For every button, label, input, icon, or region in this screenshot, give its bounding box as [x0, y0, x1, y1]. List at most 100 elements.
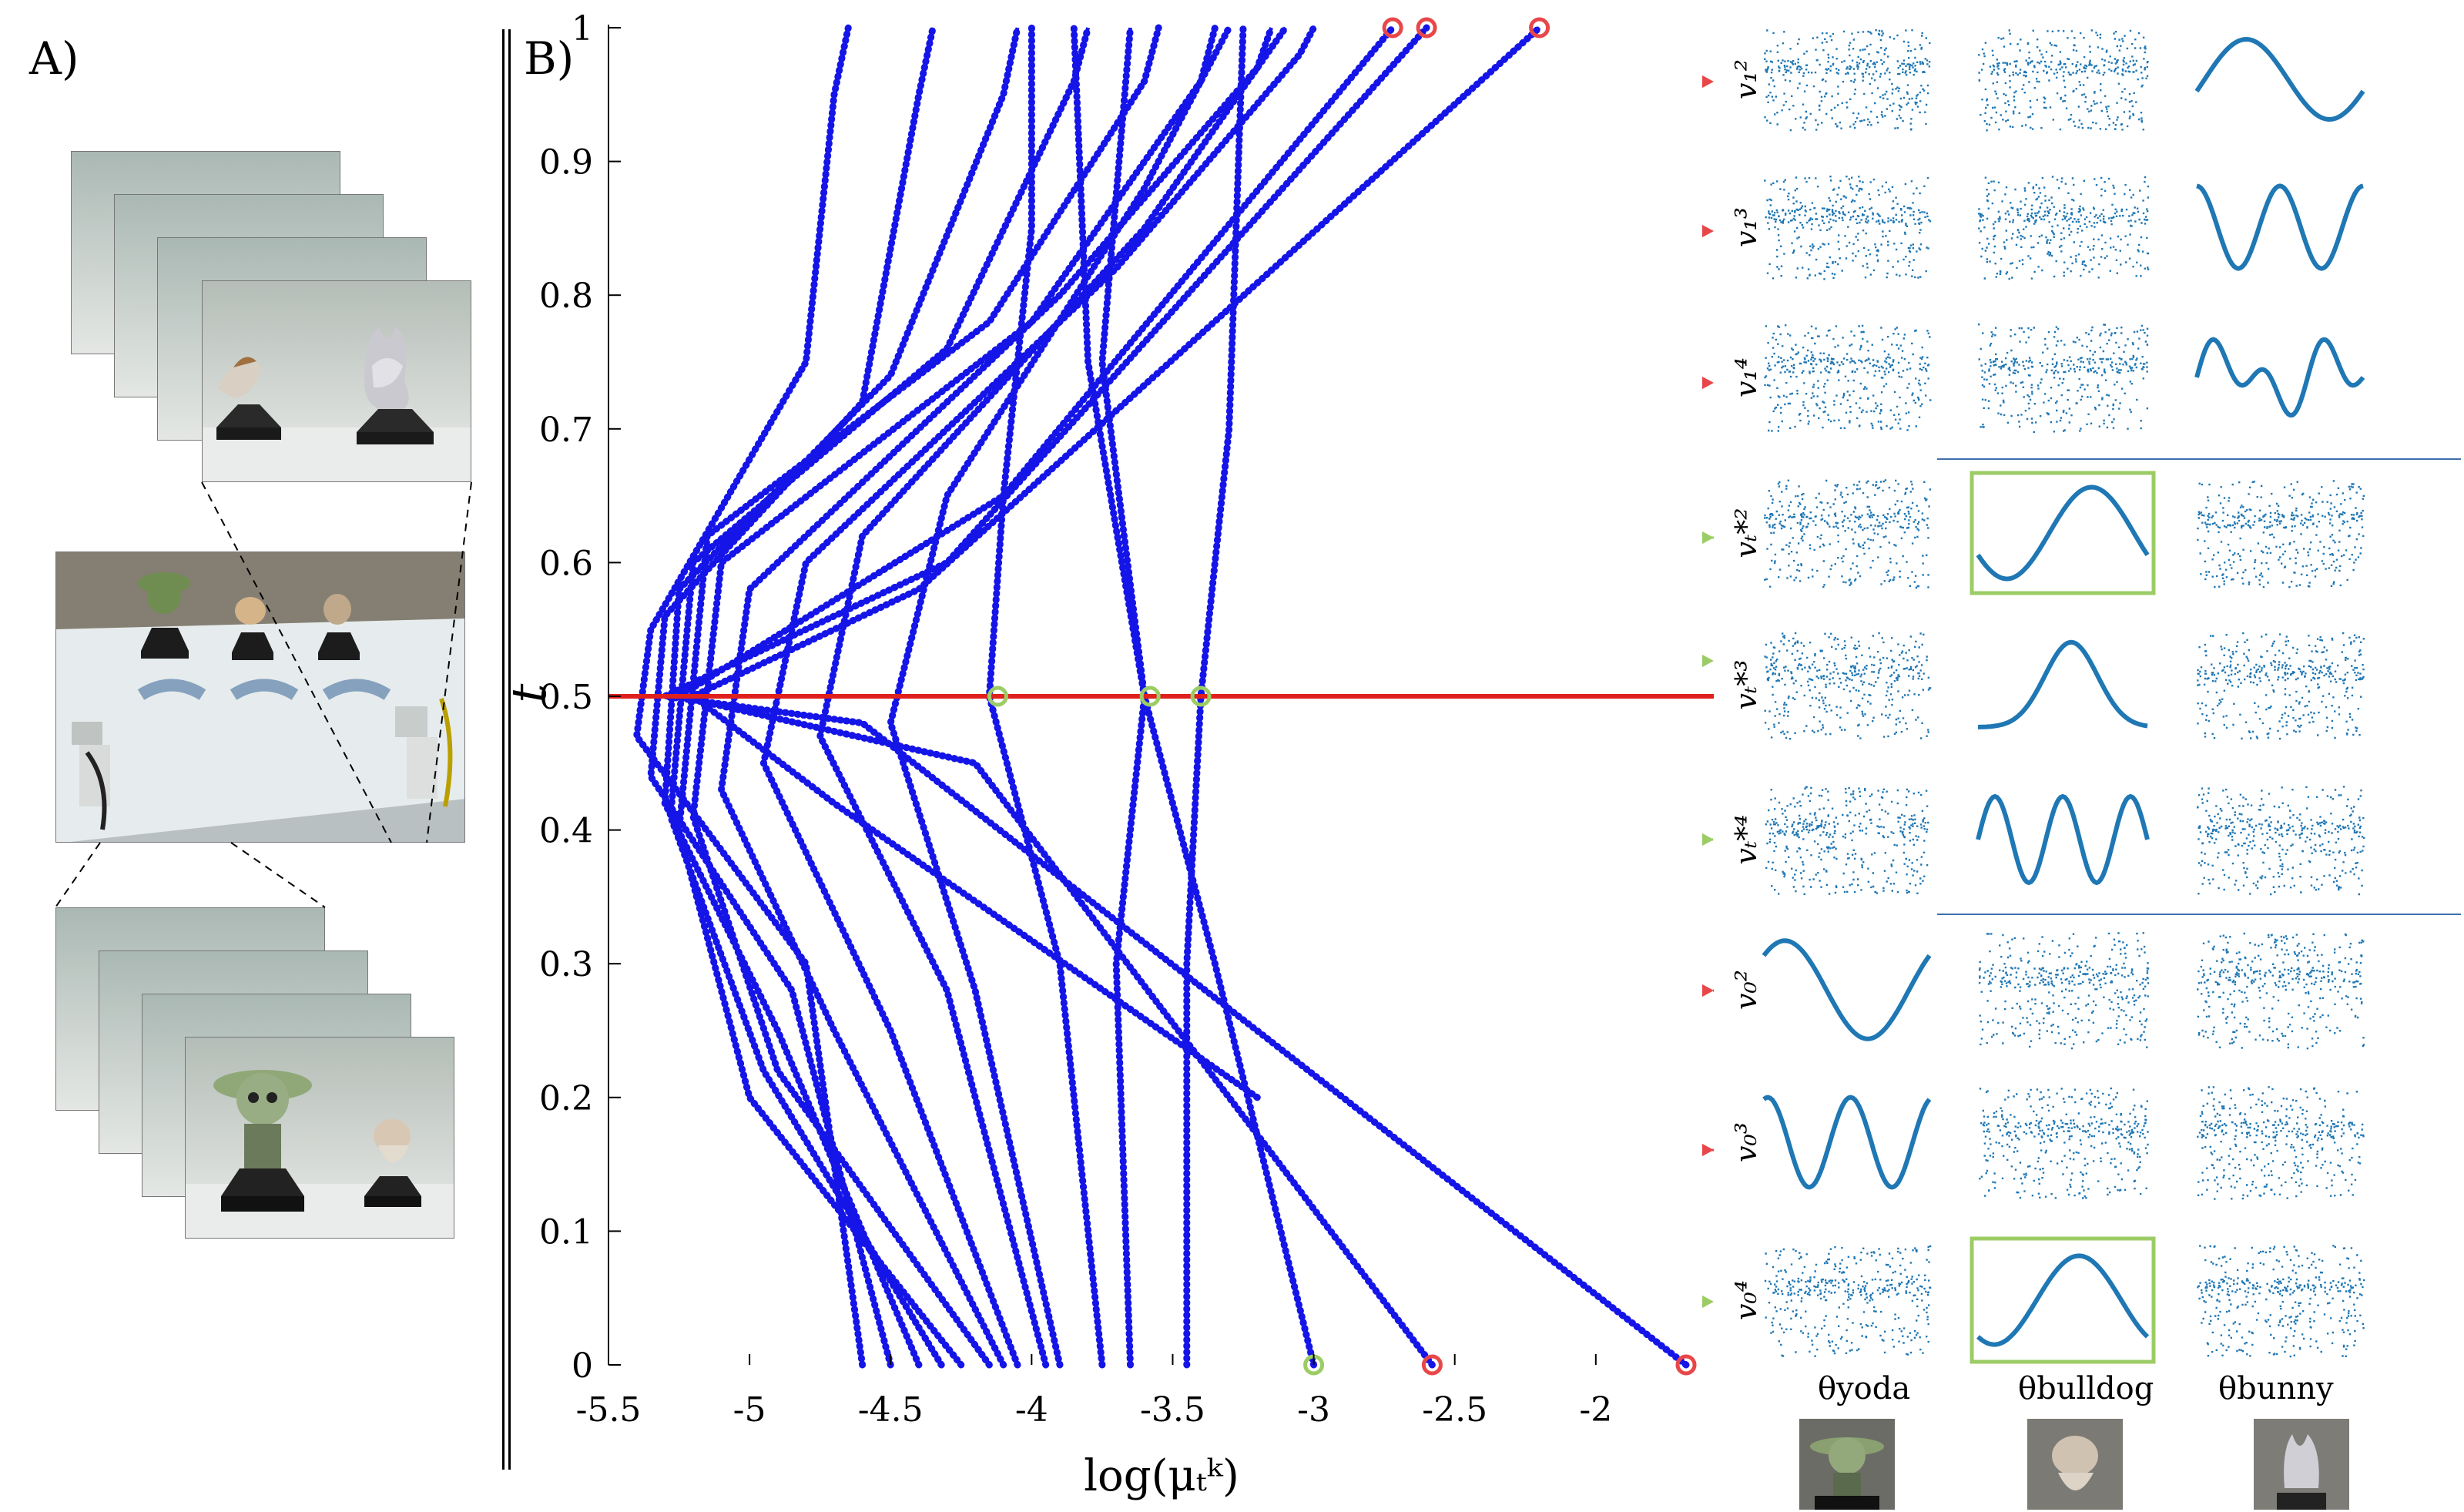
- col-label-bunny: θbunny: [2218, 1371, 2334, 1406]
- arrow-v0-3-head: [1702, 1143, 1714, 1157]
- eig-panel-r5-c2: [2197, 786, 2365, 896]
- eig-scatter: [1764, 1245, 1932, 1357]
- eig-panel-r0-c1: [1978, 29, 2149, 132]
- eig-panel-r3-c1: [1970, 471, 2156, 595]
- row-label-1: v₁³: [1729, 207, 1763, 247]
- yoda-thumbnail: [1799, 1419, 1895, 1510]
- overview-scene: [56, 552, 464, 842]
- y-tick-label: 0.6: [539, 544, 593, 583]
- y-tick-label: 1: [572, 9, 593, 49]
- eig-scatter: [1978, 932, 2150, 1050]
- y-tick-label: 0.8: [539, 277, 593, 316]
- eig-panel-r7-c0: [1762, 1095, 1932, 1190]
- series-core-k11: [987, 28, 1105, 1366]
- arrow-v1-3-head: [1702, 224, 1714, 238]
- series-core-k9: [818, 26, 1288, 1366]
- eig-scatter: [1764, 29, 1931, 132]
- eig-panel-r5-c1: [1976, 793, 2150, 886]
- arrow-vt-3-head: [1702, 654, 1714, 668]
- x-axis-label: log(μₜᵏ): [1084, 1451, 1239, 1501]
- series-core-k10: [888, 26, 1231, 1366]
- arrow-v0-2-head: [1702, 984, 1714, 997]
- col-label-bulldog: θbulldog: [2018, 1371, 2154, 1406]
- panel-a-connectors: [55, 481, 472, 908]
- arrow-vt-4-head: [1702, 833, 1714, 847]
- row-label-6: v₀²: [1729, 970, 1763, 1010]
- eig-scatter: [1978, 176, 2150, 280]
- eig-panel-r8-c0: [1764, 1245, 1932, 1357]
- row-label-4: vₜ*³: [1729, 659, 1763, 709]
- eig-curve: [1976, 793, 2150, 886]
- eig-scatter: [1764, 632, 1932, 740]
- arrow-v0-3: [1702, 1148, 1714, 1152]
- arrow-vt-4: [1702, 838, 1714, 841]
- col-label-yoda: θyoda: [1818, 1371, 1910, 1406]
- y-axis-label: t: [501, 683, 557, 702]
- eig-curve: [1977, 639, 2148, 729]
- x-tick-label: -5: [733, 1390, 766, 1430]
- eig-panel-r2-c2: [2194, 337, 2365, 418]
- arrow-v1-4-head: [1702, 376, 1714, 390]
- series-core-k8: [761, 26, 1316, 1366]
- eig-scatter: [1978, 324, 2149, 434]
- y-tick-label: 0.7: [539, 411, 593, 450]
- eig-panel-r3-c0: [1764, 479, 1932, 589]
- axes-group: 0 0.1 0.2 0.3 0.4 0.5 0.6 0.7 0.8 0.9 1 -5.5 -5 -4.5 -…: [539, 9, 1612, 1430]
- eig-panel-r7-c1: [1979, 1087, 2149, 1199]
- top-frame-main: [202, 280, 471, 482]
- eig-curve: [1762, 1095, 1932, 1190]
- panel-a-label: A): [29, 32, 79, 85]
- eig-scatter: [1979, 1087, 2149, 1199]
- series-core-k3: [662, 27, 1020, 1366]
- y-tick-label: 0.1: [539, 1212, 593, 1252]
- eig-panel-r6-c2: [2197, 932, 2365, 1050]
- markers-group: [987, 17, 1697, 1376]
- bunny-thumbnail: [2254, 1419, 2349, 1510]
- eig-panel-r7-c2: [2197, 1086, 2365, 1200]
- eig-curve: [2196, 183, 2364, 271]
- eig-panel-r1-c1: [1978, 176, 2150, 280]
- eig-scatter: [1978, 29, 2149, 132]
- eig-panel-r0-c0: [1764, 29, 1931, 132]
- bulldog-bunny-photo: [203, 327, 471, 481]
- x-tick-label: -5.5: [576, 1390, 642, 1430]
- row-label-2: v₁⁴: [1729, 357, 1763, 397]
- marker-8: [1675, 1354, 1697, 1376]
- eig-curve: [1762, 938, 1932, 1041]
- eig-panel-r8-c2: [2197, 1245, 2365, 1358]
- eig-curve: [1976, 1253, 2150, 1347]
- separator-line-2: [508, 29, 511, 1470]
- highlight-box: [1970, 1236, 2156, 1364]
- col-label-bulldog-text: θbulldog: [2018, 1371, 2154, 1406]
- marker-0: [1382, 17, 1403, 39]
- eig-panel-r3-c2: [2197, 480, 2365, 588]
- col-label-bunny-text: θbunny: [2218, 1371, 2334, 1406]
- y-tick-label: 0.2: [539, 1079, 593, 1118]
- arrow-v0-2: [1702, 989, 1714, 992]
- arrow-v1-2-head: [1702, 75, 1714, 89]
- eig-curve: [1976, 484, 2150, 582]
- row-label-7: v₀³: [1729, 1122, 1763, 1162]
- row-label-8: v₀⁴: [1729, 1280, 1763, 1320]
- arrow-vt-2-head: [1702, 531, 1714, 545]
- eig-panel-r5-c0: [1765, 786, 1929, 895]
- x-tick-label: -3.5: [1140, 1390, 1205, 1430]
- eig-panel-r6-c0: [1762, 938, 1932, 1041]
- panel-grid: [1762, 29, 2365, 1364]
- yoda-bulldog-photo: [186, 1070, 454, 1238]
- eig-scatter: [2197, 1086, 2365, 1200]
- marker-4: [1139, 686, 1161, 707]
- eig-panel-r2-c0: [1764, 324, 1932, 432]
- eig-scatter: [2197, 932, 2365, 1050]
- x-tick-label: -2.5: [1422, 1390, 1487, 1430]
- eig-curve: [2194, 36, 2365, 122]
- eig-scatter: [2197, 480, 2365, 588]
- eig-panel-r2-c1: [1978, 324, 2149, 434]
- series-core-k1: [635, 27, 865, 1366]
- eig-scatter: [2197, 786, 2365, 896]
- x-tick-label: -4.5: [858, 1390, 924, 1430]
- row-label-3: vₜ*²: [1729, 508, 1763, 558]
- eig-panel-r1-c0: [1764, 176, 1932, 280]
